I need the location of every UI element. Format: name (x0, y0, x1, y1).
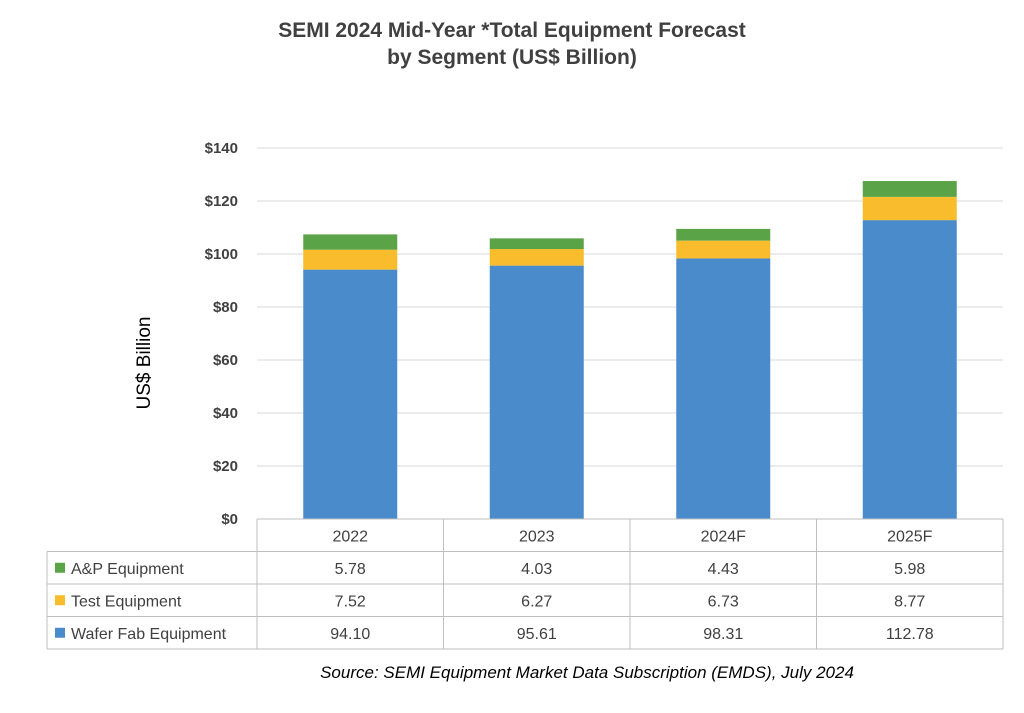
x-tick-label: 2025F (887, 528, 933, 545)
legend-swatch (55, 562, 65, 573)
source-note: Source: SEMI Equipment Market Data Subsc… (320, 663, 854, 682)
table-cell: 95.61 (517, 626, 557, 643)
y-tick-label: $20 (213, 458, 238, 475)
table-cell: 98.31 (703, 626, 743, 643)
y-axis-ticks: $0 $20 $40 $60 $80 $100 $120 $140 (205, 140, 238, 528)
table-cell: 112.78 (886, 626, 934, 643)
table-cell: 5.98 (894, 561, 925, 578)
bar-segment (489, 265, 584, 519)
x-tick-label: 2024F (701, 528, 747, 545)
bar-segment (489, 238, 584, 250)
x-tick-label: 2023 (519, 528, 555, 545)
legend-label: A&P Equipment (71, 561, 184, 578)
legend-label: Test Equipment (71, 593, 182, 610)
y-tick-label: $120 (205, 193, 238, 210)
chart-subtitle: by Segment (US$ Billion) (387, 46, 637, 69)
bar-segment (303, 249, 398, 270)
bar-segment (862, 220, 957, 519)
table-cell: 4.43 (708, 561, 739, 578)
bar-segment (303, 269, 398, 519)
table-cell: 8.77 (894, 593, 925, 610)
legend-swatch (55, 627, 65, 638)
y-tick-label: $100 (205, 246, 238, 263)
table-cell: 6.73 (708, 593, 739, 610)
table-cell: 5.78 (335, 561, 366, 578)
y-tick-label: $80 (213, 299, 238, 316)
x-tick-label: 2022 (332, 528, 368, 545)
bar-segment (676, 240, 771, 259)
bar-segment (862, 196, 957, 221)
bar-segment (676, 228, 771, 241)
legend-label: Wafer Fab Equipment (71, 626, 227, 643)
table-cell: 94.10 (330, 626, 370, 643)
y-tick-label: $40 (213, 405, 238, 422)
bars (303, 181, 957, 519)
table-cell: 7.52 (335, 593, 366, 610)
chart-title: SEMI 2024 Mid-Year *Total Equipment Fore… (278, 19, 746, 42)
y-tick-label: $140 (205, 140, 238, 157)
bar-segment (862, 181, 957, 197)
bar-segment (676, 258, 771, 519)
data-table: 2022 2023 2024F 2025F A&P Equipment 5.78 4.03 4… (46, 518, 1004, 650)
y-tick-label: $60 (213, 352, 238, 369)
bar-segment (489, 249, 584, 266)
legend-swatch (55, 595, 65, 606)
bar-segment (303, 234, 398, 250)
y-tick-label: $0 (221, 511, 238, 528)
table-cell: 6.27 (521, 593, 552, 610)
table-cell: 4.03 (521, 561, 552, 578)
